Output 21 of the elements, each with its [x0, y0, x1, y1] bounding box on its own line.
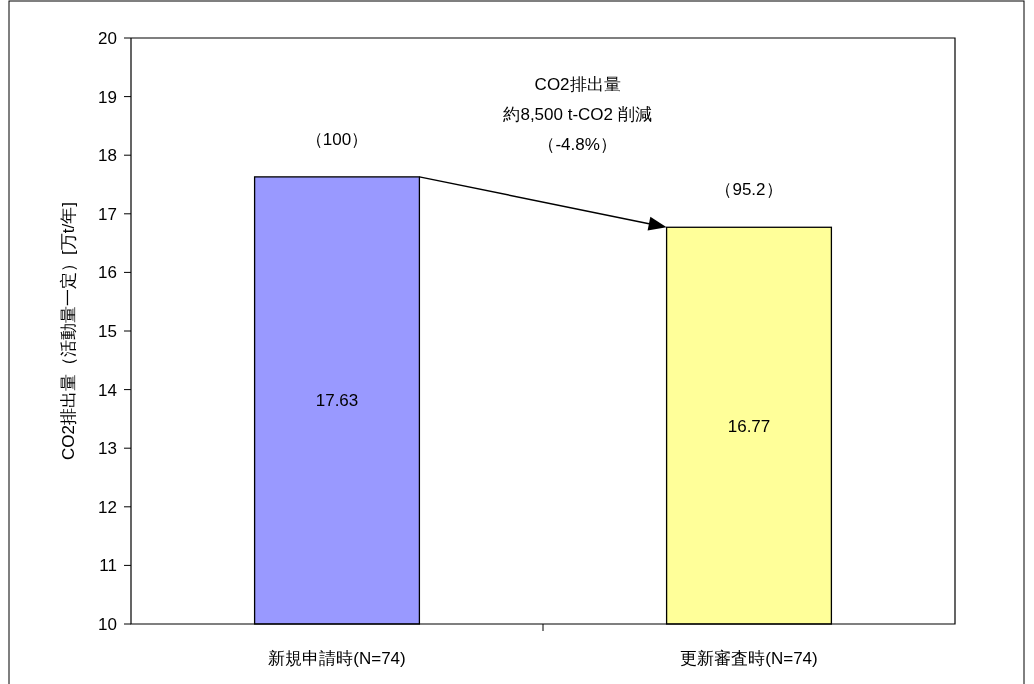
annotation: CO2排出量 — [534, 75, 621, 94]
x-tick-label: 更新審査時(N=74) — [680, 649, 818, 668]
y-tick-label: 11 — [99, 556, 117, 576]
annotation: （-4.8%） — [538, 135, 617, 154]
data-label: 16.77 — [727, 416, 771, 436]
y-tick-label: 17 — [98, 204, 117, 224]
y-tick-label: 15 — [98, 322, 117, 341]
data-label: 17.63 — [315, 391, 359, 411]
y-tick-label: 20 — [98, 29, 117, 48]
annotation: 約8,500 t-CO2 削減 — [503, 105, 652, 124]
y-axis-title: CO2排出量（活動量一定）[万t/年] — [59, 202, 78, 460]
y-tick-label: 10 — [98, 615, 117, 634]
annotation: （95.2） — [715, 180, 783, 200]
y-tick-label: 12 — [98, 497, 117, 517]
annotation: （100） — [305, 129, 369, 149]
y-tick-label: 19 — [98, 87, 117, 107]
y-tick-label: 18 — [98, 146, 117, 166]
y-tick-label: 16 — [98, 263, 117, 283]
y-tick-label: 14 — [98, 380, 117, 400]
y-tick-label: 13 — [98, 439, 117, 459]
x-tick-label: 新規申請時(N=74) — [268, 649, 406, 668]
